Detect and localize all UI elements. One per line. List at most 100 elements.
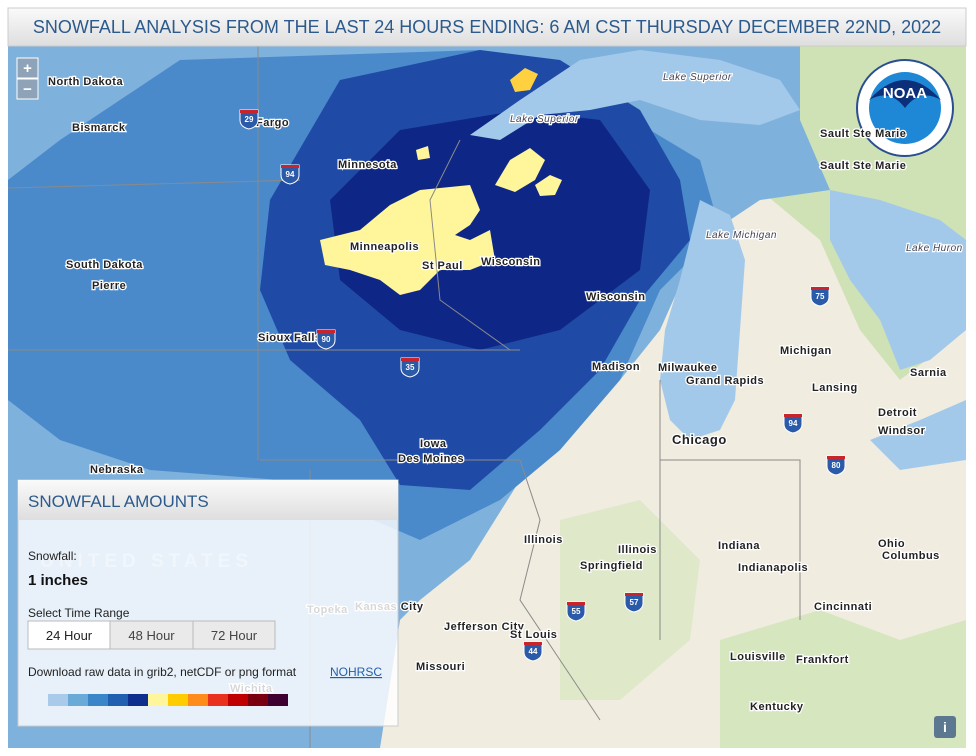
- snow-yellow: [320, 185, 495, 295]
- legend-swatch: [228, 694, 248, 706]
- legend: [48, 694, 288, 706]
- map-label: Louisville: [730, 651, 786, 663]
- map-label: Sarnia: [910, 367, 947, 379]
- zoom-in[interactable]: [16, 57, 39, 79]
- map-label: Sault Ste Marie: [820, 160, 906, 172]
- header: [7, 7, 967, 47]
- boundary: [429, 139, 511, 351]
- map-label: Minneapolis: [350, 241, 419, 253]
- shield: [566, 601, 586, 622]
- map-label: Lake Huron: [906, 243, 963, 254]
- shield-label: 57: [630, 598, 639, 607]
- boundary: [519, 459, 601, 721]
- range-button[interactable]: [192, 620, 276, 650]
- legend-swatch: [128, 694, 148, 706]
- shield: [239, 109, 259, 130]
- shield-top: [524, 642, 542, 645]
- shield-top: [625, 593, 643, 596]
- map-label: Iowa: [420, 438, 447, 450]
- lake-huron: [830, 190, 966, 370]
- legend-swatch: [208, 694, 228, 706]
- map-label: Illinois: [524, 534, 563, 546]
- shield-label: 94: [286, 170, 295, 179]
- map-label: Bismarck: [72, 122, 126, 134]
- header-title: SNOWFALL ANALYSIS FROM THE LAST 24 HOURS…: [33, 17, 941, 37]
- snowfall-label: Snowfall:: [28, 549, 77, 563]
- legend-swatch: [168, 694, 188, 706]
- shield-top: [401, 358, 419, 361]
- range-button[interactable]: [27, 620, 111, 650]
- shield-label: 94: [789, 419, 798, 428]
- snow-yellow: [495, 148, 545, 192]
- snow-gold: [510, 68, 538, 92]
- zoom-control: + −: [16, 57, 39, 100]
- map-label: Detroit: [878, 407, 917, 419]
- range-button-label: 24 Hour: [46, 628, 93, 643]
- shield-top: [811, 287, 829, 290]
- map-label: Ohio: [878, 538, 905, 550]
- shield-top: [317, 330, 335, 333]
- shield: [280, 164, 300, 185]
- map-label: Wisconsin: [586, 291, 645, 303]
- map-label: Michigan: [780, 345, 832, 357]
- map-label: Sault Ste Marie: [820, 128, 906, 140]
- download-link[interactable]: NOHRSC: [330, 665, 382, 679]
- shield-top: [784, 414, 802, 417]
- info-button-box[interactable]: [934, 716, 956, 738]
- map-label: Lake Michigan: [706, 230, 777, 241]
- map-label: Lansing: [812, 382, 858, 394]
- map-label: Chicago: [672, 432, 727, 447]
- map-label: Pierre: [92, 280, 126, 292]
- shield-top: [567, 602, 585, 605]
- map-label: Sioux Falls: [258, 332, 322, 344]
- map-label: Lake Superior: [663, 72, 732, 83]
- map-label: Nebraska: [90, 464, 144, 476]
- snow-yellow: [535, 175, 562, 196]
- map-label: Milwaukee: [658, 362, 718, 374]
- panel-header: [18, 480, 398, 520]
- zoom-out[interactable]: [16, 78, 39, 100]
- legend-swatch: [48, 694, 68, 706]
- logo-bird: [869, 80, 941, 108]
- map-label: Columbus: [882, 550, 940, 562]
- map-label: Grand Rapids: [686, 375, 764, 387]
- panel-title: SNOWFALL AMOUNTS: [28, 492, 209, 511]
- range-label: Select Time Range: [28, 606, 130, 620]
- lake-michigan: [660, 200, 745, 440]
- legend-swatch: [68, 694, 88, 706]
- shield: [810, 286, 830, 307]
- map-label: Fargo: [256, 117, 289, 129]
- legend-swatch: [188, 694, 208, 706]
- map-label: Indiana: [718, 540, 760, 552]
- logo-text: NOAA: [883, 85, 927, 102]
- shield-label: 29: [245, 115, 254, 124]
- map-label: Indianapolis: [738, 562, 808, 574]
- map-label: Minnesota: [338, 159, 397, 171]
- map-label: Jefferson City: [444, 621, 525, 633]
- boundary: [8, 179, 301, 189]
- shield: [624, 592, 644, 613]
- map-label: St Paul: [422, 260, 463, 272]
- lake-superior: [470, 50, 800, 140]
- shield: [783, 413, 803, 434]
- highway-shields: 29 94 90 35 75 94 80 55 57 44: [239, 109, 846, 662]
- map-label: Missouri: [416, 661, 465, 673]
- shield-label: 75: [816, 292, 825, 301]
- shield-top: [240, 110, 258, 113]
- snowfall-value: 1 inches: [28, 572, 88, 589]
- legend-swatch: [108, 694, 128, 706]
- map-label: Springfield: [580, 560, 643, 572]
- map-label: North Dakota: [48, 76, 123, 88]
- map-label: Kentucky: [750, 701, 804, 713]
- boundary: [660, 459, 801, 620]
- panel: SNOWFALL AMOUNTS Snowfall: 1 inches Sele…: [17, 479, 399, 727]
- shield: [400, 357, 420, 378]
- shield: [523, 641, 543, 662]
- info-label: i: [943, 719, 947, 735]
- map-label: Frankfort: [796, 654, 849, 666]
- lake-erie: [870, 400, 966, 470]
- noaa-logo: NOAA: [856, 59, 954, 157]
- download-text: Download raw data in grib2, netCDF or pn…: [28, 665, 297, 679]
- map-label: St Louis: [510, 629, 557, 641]
